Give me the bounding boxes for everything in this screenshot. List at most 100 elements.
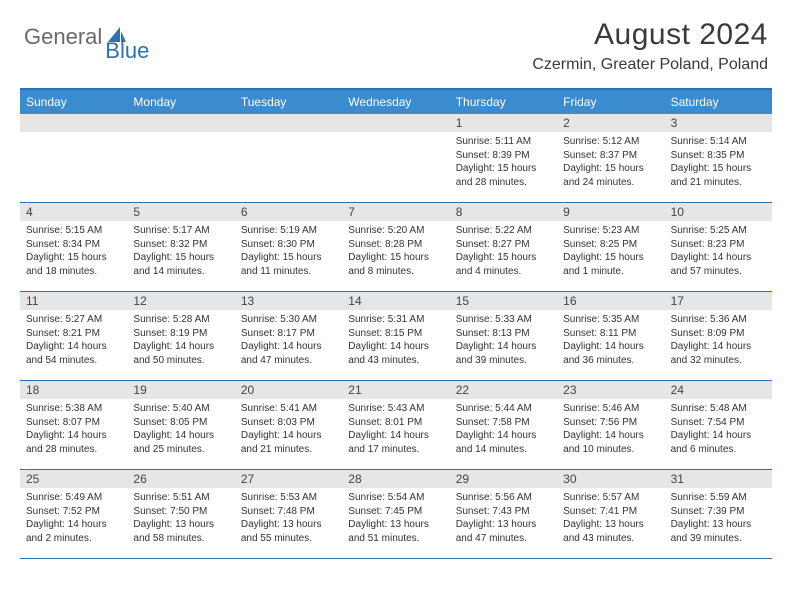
day-cell: 30Sunrise: 5:57 AMSunset: 7:41 PMDayligh… (557, 470, 664, 558)
day-details: Sunrise: 5:25 AMSunset: 8:23 PMDaylight:… (665, 221, 772, 282)
day-details: Sunrise: 5:33 AMSunset: 8:13 PMDaylight:… (450, 310, 557, 371)
day-cell: 27Sunrise: 5:53 AMSunset: 7:48 PMDayligh… (235, 470, 342, 558)
sunset-text: Sunset: 8:39 PM (456, 149, 551, 163)
daylight-text: Daylight: 14 hours and 25 minutes. (133, 429, 228, 456)
day-number: 2 (557, 114, 664, 132)
day-number: 14 (342, 292, 449, 310)
weekday-header: Monday (127, 90, 234, 114)
day-cell: 13Sunrise: 5:30 AMSunset: 8:17 PMDayligh… (235, 292, 342, 380)
day-number: 15 (450, 292, 557, 310)
sunset-text: Sunset: 8:07 PM (26, 416, 121, 430)
logo-text-blue: Blue (105, 38, 149, 64)
sunset-text: Sunset: 7:58 PM (456, 416, 551, 430)
week-row: 25Sunrise: 5:49 AMSunset: 7:52 PMDayligh… (20, 470, 772, 559)
sunset-text: Sunset: 7:56 PM (563, 416, 658, 430)
day-number: 30 (557, 470, 664, 488)
daylight-text: Daylight: 13 hours and 43 minutes. (563, 518, 658, 545)
sunrise-text: Sunrise: 5:48 AM (671, 402, 766, 416)
day-number: 16 (557, 292, 664, 310)
day-cell (20, 114, 127, 202)
day-number: 6 (235, 203, 342, 221)
daylight-text: Daylight: 15 hours and 8 minutes. (348, 251, 443, 278)
day-details: Sunrise: 5:35 AMSunset: 8:11 PMDaylight:… (557, 310, 664, 371)
day-details: Sunrise: 5:41 AMSunset: 8:03 PMDaylight:… (235, 399, 342, 460)
day-details: Sunrise: 5:28 AMSunset: 8:19 PMDaylight:… (127, 310, 234, 371)
day-details: Sunrise: 5:12 AMSunset: 8:37 PMDaylight:… (557, 132, 664, 193)
day-details: Sunrise: 5:15 AMSunset: 8:34 PMDaylight:… (20, 221, 127, 282)
daylight-text: Daylight: 14 hours and 32 minutes. (671, 340, 766, 367)
day-cell: 15Sunrise: 5:33 AMSunset: 8:13 PMDayligh… (450, 292, 557, 380)
day-number: 24 (665, 381, 772, 399)
sunrise-text: Sunrise: 5:46 AM (563, 402, 658, 416)
page-subtitle: Czermin, Greater Poland, Poland (532, 56, 768, 74)
sunrise-text: Sunrise: 5:14 AM (671, 135, 766, 149)
daylight-text: Daylight: 14 hours and 6 minutes. (671, 429, 766, 456)
daylight-text: Daylight: 15 hours and 4 minutes. (456, 251, 551, 278)
weekday-header-row: Sunday Monday Tuesday Wednesday Thursday… (20, 90, 772, 114)
day-cell: 29Sunrise: 5:56 AMSunset: 7:43 PMDayligh… (450, 470, 557, 558)
sunrise-text: Sunrise: 5:22 AM (456, 224, 551, 238)
day-cell: 19Sunrise: 5:40 AMSunset: 8:05 PMDayligh… (127, 381, 234, 469)
daylight-text: Daylight: 14 hours and 17 minutes. (348, 429, 443, 456)
day-details: Sunrise: 5:59 AMSunset: 7:39 PMDaylight:… (665, 488, 772, 549)
daylight-text: Daylight: 13 hours and 51 minutes. (348, 518, 443, 545)
day-number: 8 (450, 203, 557, 221)
sunrise-text: Sunrise: 5:49 AM (26, 491, 121, 505)
day-details: Sunrise: 5:36 AMSunset: 8:09 PMDaylight:… (665, 310, 772, 371)
sunrise-text: Sunrise: 5:44 AM (456, 402, 551, 416)
day-number-empty (342, 114, 449, 132)
day-number-empty (235, 114, 342, 132)
day-cell (235, 114, 342, 202)
sunset-text: Sunset: 8:37 PM (563, 149, 658, 163)
logo: General Blue (24, 18, 173, 50)
day-cell: 16Sunrise: 5:35 AMSunset: 8:11 PMDayligh… (557, 292, 664, 380)
sunset-text: Sunset: 8:17 PM (241, 327, 336, 341)
sunrise-text: Sunrise: 5:17 AM (133, 224, 228, 238)
daylight-text: Daylight: 14 hours and 28 minutes. (26, 429, 121, 456)
day-details: Sunrise: 5:38 AMSunset: 8:07 PMDaylight:… (20, 399, 127, 460)
daylight-text: Daylight: 13 hours and 55 minutes. (241, 518, 336, 545)
weekday-header: Thursday (450, 90, 557, 114)
sunset-text: Sunset: 8:05 PM (133, 416, 228, 430)
day-number: 11 (20, 292, 127, 310)
sunset-text: Sunset: 8:28 PM (348, 238, 443, 252)
day-details: Sunrise: 5:56 AMSunset: 7:43 PMDaylight:… (450, 488, 557, 549)
sunset-text: Sunset: 8:23 PM (671, 238, 766, 252)
sunrise-text: Sunrise: 5:36 AM (671, 313, 766, 327)
daylight-text: Daylight: 15 hours and 1 minute. (563, 251, 658, 278)
day-details: Sunrise: 5:11 AMSunset: 8:39 PMDaylight:… (450, 132, 557, 193)
day-details: Sunrise: 5:14 AMSunset: 8:35 PMDaylight:… (665, 132, 772, 193)
day-cell: 14Sunrise: 5:31 AMSunset: 8:15 PMDayligh… (342, 292, 449, 380)
daylight-text: Daylight: 14 hours and 50 minutes. (133, 340, 228, 367)
daylight-text: Daylight: 14 hours and 43 minutes. (348, 340, 443, 367)
sunset-text: Sunset: 7:52 PM (26, 505, 121, 519)
day-number: 31 (665, 470, 772, 488)
daylight-text: Daylight: 14 hours and 36 minutes. (563, 340, 658, 367)
day-number: 28 (342, 470, 449, 488)
daylight-text: Daylight: 14 hours and 14 minutes. (456, 429, 551, 456)
daylight-text: Daylight: 14 hours and 39 minutes. (456, 340, 551, 367)
daylight-text: Daylight: 14 hours and 10 minutes. (563, 429, 658, 456)
day-number: 27 (235, 470, 342, 488)
daylight-text: Daylight: 14 hours and 47 minutes. (241, 340, 336, 367)
sunrise-text: Sunrise: 5:15 AM (26, 224, 121, 238)
day-details: Sunrise: 5:27 AMSunset: 8:21 PMDaylight:… (20, 310, 127, 371)
day-cell: 23Sunrise: 5:46 AMSunset: 7:56 PMDayligh… (557, 381, 664, 469)
sunrise-text: Sunrise: 5:28 AM (133, 313, 228, 327)
day-cell (342, 114, 449, 202)
sunrise-text: Sunrise: 5:12 AM (563, 135, 658, 149)
day-cell: 9Sunrise: 5:23 AMSunset: 8:25 PMDaylight… (557, 203, 664, 291)
daylight-text: Daylight: 15 hours and 28 minutes. (456, 162, 551, 189)
sunrise-text: Sunrise: 5:35 AM (563, 313, 658, 327)
day-cell: 20Sunrise: 5:41 AMSunset: 8:03 PMDayligh… (235, 381, 342, 469)
sunset-text: Sunset: 8:25 PM (563, 238, 658, 252)
day-number-empty (20, 114, 127, 132)
day-number: 5 (127, 203, 234, 221)
title-block: August 2024 Czermin, Greater Poland, Pol… (532, 18, 768, 74)
day-details: Sunrise: 5:57 AMSunset: 7:41 PMDaylight:… (557, 488, 664, 549)
day-number: 18 (20, 381, 127, 399)
sunset-text: Sunset: 7:54 PM (671, 416, 766, 430)
daylight-text: Daylight: 13 hours and 47 minutes. (456, 518, 551, 545)
day-details: Sunrise: 5:30 AMSunset: 8:17 PMDaylight:… (235, 310, 342, 371)
week-row: 18Sunrise: 5:38 AMSunset: 8:07 PMDayligh… (20, 381, 772, 470)
